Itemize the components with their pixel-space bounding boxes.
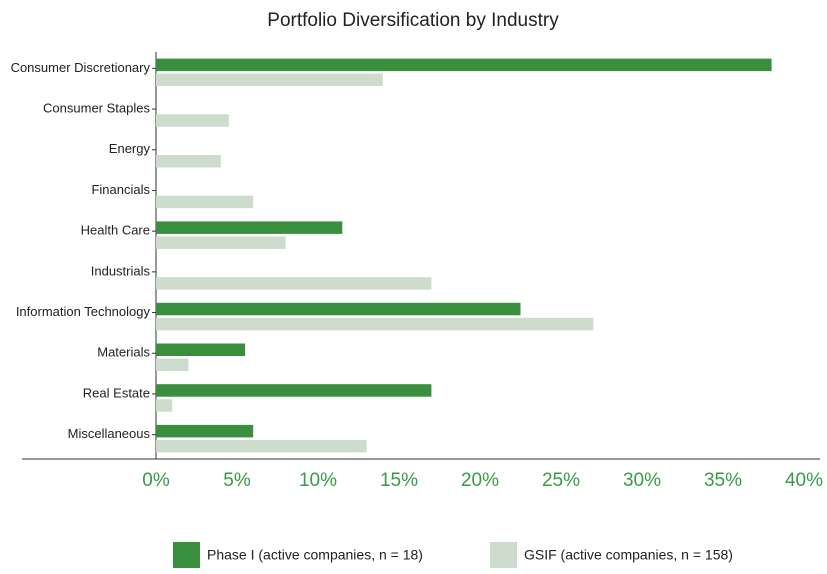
y-tick-label: Information Technology bbox=[16, 304, 151, 319]
bar bbox=[156, 399, 173, 412]
bar bbox=[156, 384, 432, 397]
bar bbox=[156, 439, 367, 453]
x-tick-label: 5% bbox=[223, 470, 251, 491]
legend-swatch bbox=[490, 542, 517, 568]
y-tick-label: Financials bbox=[91, 182, 150, 197]
y-tick-label: Consumer Discretionary bbox=[11, 60, 151, 75]
bar bbox=[156, 343, 246, 356]
y-tick-label: Materials bbox=[97, 345, 150, 360]
bar bbox=[156, 302, 521, 316]
bar bbox=[156, 155, 221, 168]
bar bbox=[156, 114, 229, 127]
bar bbox=[156, 424, 254, 438]
bar bbox=[156, 317, 594, 331]
x-tick-label: 0% bbox=[142, 470, 170, 491]
y-tick-label: Miscellaneous bbox=[68, 426, 151, 441]
legend-swatch bbox=[173, 542, 200, 568]
x-tick-label: 15% bbox=[380, 470, 418, 491]
bar bbox=[156, 236, 286, 249]
bar bbox=[156, 358, 189, 371]
bar bbox=[156, 73, 383, 87]
x-tick-label: 35% bbox=[704, 470, 742, 491]
bar bbox=[156, 58, 772, 72]
x-tick-label: 20% bbox=[461, 470, 499, 491]
chart-title: Portfolio Diversification by Industry bbox=[267, 10, 559, 31]
y-tick-label: Industrials bbox=[91, 263, 151, 278]
x-tick-label: 10% bbox=[299, 470, 337, 491]
y-tick-label: Health Care bbox=[81, 223, 150, 238]
y-tick-label: Real Estate bbox=[83, 385, 150, 400]
x-tick-label: 25% bbox=[542, 470, 580, 491]
bar bbox=[156, 277, 432, 290]
bar bbox=[156, 195, 254, 209]
legend-label: GSIF (active companies, n = 158) bbox=[524, 547, 733, 563]
y-tick-label: Consumer Staples bbox=[43, 100, 150, 115]
x-tick-label: 30% bbox=[623, 470, 661, 491]
x-tick-label: 40% bbox=[785, 470, 823, 491]
bar bbox=[156, 221, 343, 234]
y-tick-label: Energy bbox=[109, 141, 151, 156]
legend-label: Phase I (active companies, n = 18) bbox=[207, 547, 423, 563]
